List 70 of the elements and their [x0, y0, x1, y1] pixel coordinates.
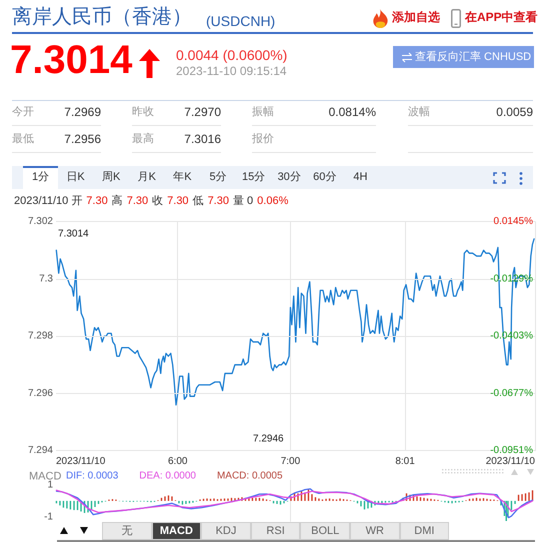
y2-tick-label: -0.0403%: [490, 330, 534, 342]
text: 7.30: [208, 194, 229, 206]
text: 15分: [242, 171, 266, 183]
text: 周K: [102, 171, 120, 183]
annotation: 7.2946: [253, 434, 284, 444]
text: BOLL: [300, 522, 350, 540]
y-tick-label: 7.294: [28, 445, 54, 456]
text: 无: [102, 522, 152, 540]
text: 7.2970: [184, 105, 221, 119]
text: 报价: [252, 132, 274, 144]
text: 7.30: [86, 194, 108, 206]
text: 7.3014: [10, 37, 132, 84]
text: 7.2956: [64, 132, 101, 146]
text: 离岸人民币（香港）: [12, 6, 192, 28]
text: 0.06%: [257, 194, 288, 206]
x-tick-label: 8:01: [395, 456, 416, 468]
text: DEA: 0.0000: [139, 470, 196, 482]
x-tick-label: 6:00: [168, 456, 188, 468]
text: 昨收: [132, 106, 154, 118]
text: 收: [152, 194, 164, 206]
text: 2023/11/10 开: [14, 194, 82, 206]
text: 年K: [173, 171, 192, 183]
text: 最高: [132, 132, 154, 144]
x-tick-label: 2023/11/10: [486, 456, 536, 468]
y-tick-label: 1: [47, 479, 54, 490]
y-tick-label: 7.296: [28, 388, 54, 399]
text: 7.3016: [184, 132, 221, 146]
y2-tick-label: -0.0677%: [490, 388, 534, 399]
text: 月K: [138, 171, 156, 183]
y-tick-label: 7.298: [28, 330, 54, 342]
text: 30分: [278, 171, 301, 183]
text: 在APP中查看: [465, 10, 538, 24]
text: 高: [112, 194, 123, 206]
x-tick-label: 7:00: [280, 456, 301, 468]
text: (USDCNH): [206, 13, 276, 29]
text: 4H: [353, 171, 368, 183]
text: WR: [350, 522, 400, 540]
text: 0.0814%: [328, 105, 376, 119]
text: 今开: [12, 106, 34, 118]
text: 添加自选: [392, 10, 440, 24]
text: 查看反向汇率 CNHUSD: [415, 50, 532, 62]
y2-tick-label: 0.0145%: [494, 216, 534, 228]
text: 日K: [66, 171, 85, 183]
y-tick-label: 7.3: [39, 273, 54, 284]
text: MACD: [152, 522, 202, 540]
y-tick-label: -1: [44, 511, 54, 522]
text: 7.30: [126, 194, 148, 206]
text: 最低: [12, 132, 34, 144]
text: KDJ: [201, 522, 251, 540]
text: 0.0044 (0.0600%): [176, 46, 288, 62]
series-label: DIF: 0.0003: [66, 470, 119, 482]
text: 60分: [313, 171, 336, 183]
x-tick-label: 2023/11/10: [56, 456, 106, 468]
y2-tick-label: -0.0129%: [490, 273, 534, 284]
y2-tick-label: -0.0951%: [490, 445, 534, 456]
text: 0.0059: [496, 105, 533, 119]
text: 1分: [23, 166, 58, 189]
text: 2023-11-10 09:15:14: [176, 64, 287, 78]
text: 7.30: [167, 194, 189, 206]
text: DMI: [400, 522, 450, 540]
text: 振幅: [252, 106, 274, 118]
text: RSI: [250, 522, 300, 540]
y-tick-label: 7.302: [28, 216, 54, 228]
text: 低: [192, 194, 204, 206]
series-label: MACD: 0.0005: [216, 470, 283, 482]
text: 波幅: [408, 106, 430, 118]
text: 5分: [209, 171, 227, 183]
annotation: 7.3014: [58, 228, 90, 240]
text: 7.2969: [64, 105, 101, 119]
text: 量 0: [232, 194, 254, 206]
